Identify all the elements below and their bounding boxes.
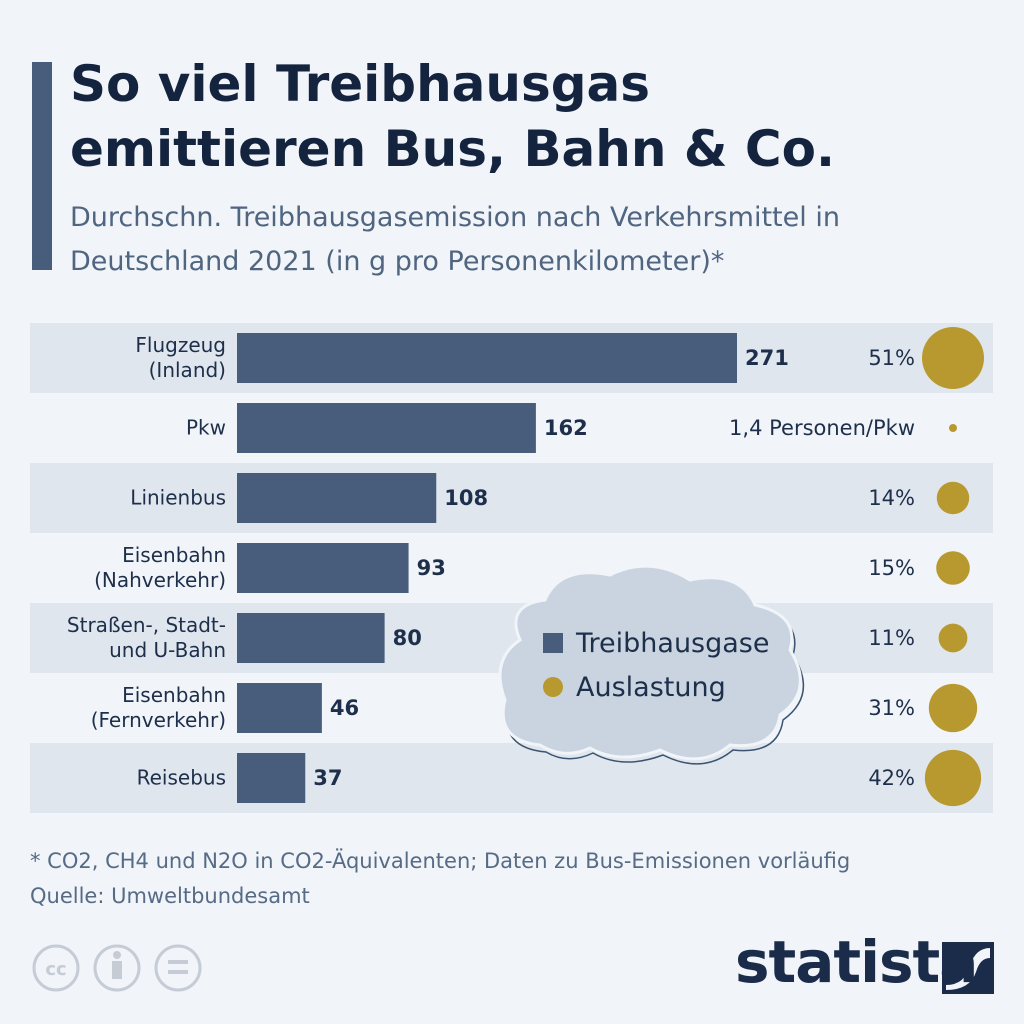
legend-label: Treibhausgase <box>575 628 769 659</box>
occupancy-label: 42% <box>868 766 915 790</box>
occupancy-dot <box>936 481 970 515</box>
value-label: 93 <box>416 556 446 580</box>
value-label: 80 <box>392 626 422 650</box>
occupancy-dot <box>938 623 968 653</box>
brand: statista <box>735 928 978 996</box>
footnote: * CO2, CH4 und N2O in CO2-Äquivalenten; … <box>30 849 851 873</box>
occupancy-label: 31% <box>868 696 915 720</box>
occupancy-label: 11% <box>868 626 915 650</box>
legend-swatch <box>543 633 563 653</box>
legend-swatch <box>543 677 563 697</box>
bar <box>237 613 385 663</box>
value-label: 108 <box>444 486 489 510</box>
bar <box>237 473 437 523</box>
brand-icon <box>942 942 994 994</box>
title: So viel Treibhausgas emittieren Bus, Bah… <box>70 55 835 178</box>
legend-cloud <box>498 564 805 765</box>
source: Quelle: Umweltbundesamt <box>30 884 310 908</box>
category-label: Flugzeug (Inland) <box>135 333 226 382</box>
category-label: Pkw <box>186 415 226 440</box>
category-label: Reisebus <box>136 765 226 790</box>
legend-label: Auslastung <box>576 672 726 703</box>
value-label: 271 <box>745 346 789 370</box>
row-stripe <box>30 463 993 533</box>
category-label: Straßen-, Stadt- und U-Bahn <box>66 613 226 662</box>
occupancy-label: 14% <box>868 486 915 510</box>
occupancy-label: 15% <box>868 556 915 580</box>
svg-text:cc: cc <box>45 959 66 980</box>
value-label: 46 <box>329 696 360 720</box>
bar <box>237 753 306 803</box>
bar <box>237 333 737 383</box>
pkw-note: 1,4 Personen/Pkw <box>729 416 915 440</box>
bar <box>237 543 409 593</box>
subtitle: Durchschn. Treibhausgasemission nach Ver… <box>70 202 840 277</box>
accent-bar <box>32 62 52 270</box>
category-label: Eisenbahn (Nahverkehr) <box>94 543 226 592</box>
pkw-dot <box>949 424 957 432</box>
occupancy-dot <box>922 327 984 389</box>
bar <box>237 683 322 733</box>
occupancy-dot <box>924 749 982 807</box>
license-icons: cc <box>32 944 202 992</box>
bar <box>237 403 536 453</box>
occupancy-label: 51% <box>868 346 915 370</box>
occupancy-dot <box>936 551 970 585</box>
value-label: 37 <box>313 766 343 790</box>
category-label: Linienbus <box>130 485 226 510</box>
value-label: 162 <box>543 416 588 440</box>
category-label: Eisenbahn (Fernverkehr) <box>90 683 226 732</box>
row-stripe <box>30 743 993 813</box>
occupancy-dot <box>928 683 978 733</box>
